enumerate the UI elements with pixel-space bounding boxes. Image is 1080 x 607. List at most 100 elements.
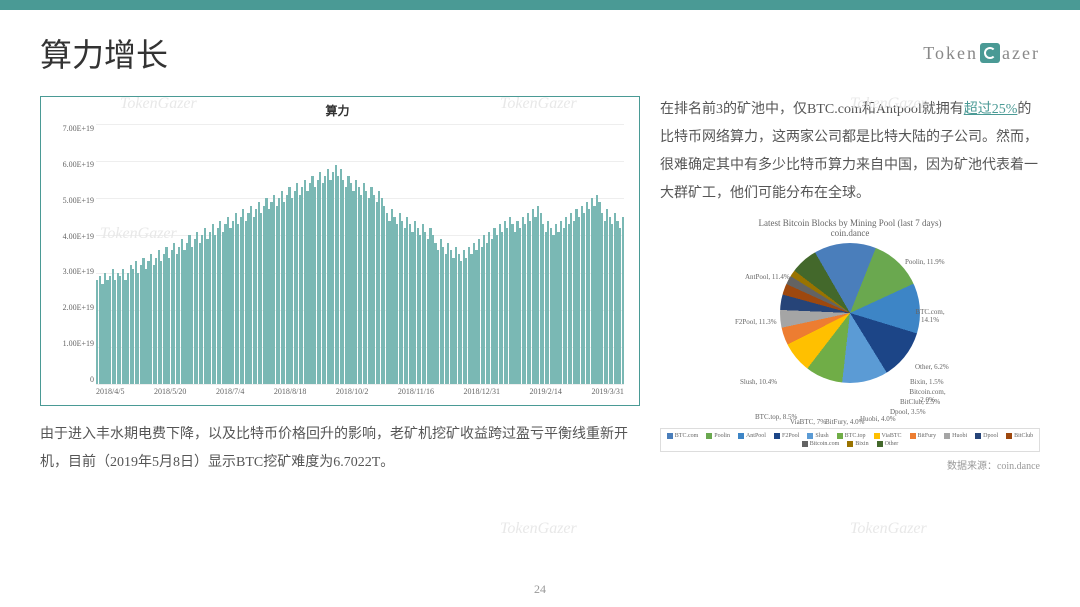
legend-swatch <box>802 441 808 447</box>
legend-label: Huobi <box>952 433 967 439</box>
legend-swatch <box>774 433 780 439</box>
legend-swatch <box>847 441 853 447</box>
legend-item: Poolin <box>706 433 730 439</box>
text-part1: 在排名前3的矿池中，仅BTC.com和Antpool就拥有 <box>660 102 964 117</box>
pie-wrapper: Poolin, 11.9%AntPool, 11.4%BTC.com, 14.1… <box>750 243 950 423</box>
pie-slice-label: Poolin, 11.9% <box>905 258 945 266</box>
logo-text-right: azer <box>1002 43 1040 64</box>
x-tick: 2018/12/31 <box>464 387 500 396</box>
highlight-text: 超过25% <box>964 102 1018 117</box>
x-tick: 2018/5/20 <box>154 387 186 396</box>
y-tick: 2.00E+19 <box>46 303 94 312</box>
pie-slice-label: ViaBTC, 7% <box>790 418 826 426</box>
bar <box>622 217 624 384</box>
legend-label: Bitcoin.com <box>810 441 840 447</box>
pie-slice-label: BitFury, 4.0% <box>825 418 864 426</box>
pie-shape <box>780 243 920 383</box>
pie-slice-label: Bixin, 1.5% <box>910 378 944 386</box>
legend-swatch <box>738 433 744 439</box>
y-tick: 5.00E+19 <box>46 196 94 205</box>
y-tick: 3.00E+19 <box>46 267 94 276</box>
logo: Token azer <box>923 43 1040 64</box>
y-tick: 4.00E+19 <box>46 232 94 241</box>
legend-label: BTC.com <box>675 433 699 439</box>
y-tick: 1.00E+19 <box>46 339 94 348</box>
x-tick: 2018/8/18 <box>274 387 306 396</box>
pie-slice-label: Other, 6.2% <box>915 363 949 371</box>
header: 算力增长 Token azer <box>0 10 1080 86</box>
legend-item: Huobi <box>944 433 967 439</box>
pie-legend: BTC.com Poolin AntPool F2Pool Slush BTC.top Vi… <box>660 428 1040 452</box>
legend-item: BTC.com <box>667 433 699 439</box>
y-tick: 0 <box>46 375 94 384</box>
right-paragraph: 在排名前3的矿池中，仅BTC.com和Antpool就拥有超过25%的比特币网络… <box>660 96 1040 208</box>
logo-text-left: Token <box>923 43 978 64</box>
legend-item: BitClub <box>1006 433 1033 439</box>
legend-swatch <box>874 433 880 439</box>
chart-plot-area: 7.00E+196.00E+195.00E+194.00E+193.00E+19… <box>96 124 624 384</box>
left-column: 算力 7.00E+19 6.00E+19 5.00E+19 4.00E+19 3.00E… <box>40 96 640 477</box>
x-tick: 2018/10/2 <box>336 387 368 396</box>
legend-label: Slush <box>815 433 828 439</box>
pie-chart-container: Latest Bitcoin Blocks by Mining Pool (la… <box>660 218 1040 452</box>
logo-icon <box>980 43 1000 63</box>
legend-label: F2Pool <box>782 433 799 439</box>
legend-swatch <box>1006 433 1012 439</box>
legend-item: ViaBTC <box>874 433 902 439</box>
pie-title: Latest Bitcoin Blocks by Mining Pool (la… <box>660 218 1040 228</box>
legend-swatch <box>837 433 843 439</box>
y-axis: 7.00E+19 6.00E+19 5.00E+19 4.00E+19 3.00E+19… <box>46 124 94 384</box>
legend-item: BitFury <box>910 433 937 439</box>
legend-label: Other <box>885 441 899 447</box>
legend-swatch <box>910 433 916 439</box>
legend-item: F2Pool <box>774 433 799 439</box>
page-title: 算力增长 <box>40 30 168 76</box>
chart-title: 算力 <box>46 102 629 119</box>
pie-slice-label: BitClub, 2.5% <box>900 398 940 406</box>
pie-slice-label: Huobi, 4.0% <box>860 415 896 423</box>
y-tick: 6.00E+19 <box>46 160 94 169</box>
pie-slice-label: AntPool, 11.4% <box>745 273 790 281</box>
x-tick: 2019/2/14 <box>529 387 561 396</box>
legend-item: AntPool <box>738 433 766 439</box>
legend-swatch <box>944 433 950 439</box>
watermark: TokenGazer <box>850 520 927 538</box>
page-number: 24 <box>534 582 546 597</box>
x-tick: 2018/11/16 <box>398 387 434 396</box>
y-tick: 7.00E+19 <box>46 124 94 133</box>
legend-label: AntPool <box>746 433 766 439</box>
legend-label: BitClub <box>1014 433 1033 439</box>
legend-swatch <box>706 433 712 439</box>
x-tick: 2019/3/31 <box>591 387 623 396</box>
legend-item: Slush <box>807 433 828 439</box>
pie-subtitle: coin.dance <box>660 228 1040 238</box>
legend-item: BTC.top <box>837 433 866 439</box>
data-source: 数据来源：coin.dance <box>660 457 1040 472</box>
x-axis: 2018/4/5 2018/5/20 2018/7/4 2018/8/18 2018/1… <box>96 387 624 396</box>
right-column: 在排名前3的矿池中，仅BTC.com和Antpool就拥有超过25%的比特币网络… <box>660 96 1040 477</box>
pie-slice-label: F2Pool, 11.3% <box>735 318 777 326</box>
grid-line <box>96 384 624 385</box>
pie-slice-label: Slush, 10.4% <box>740 378 777 386</box>
legend-label: ViaBTC <box>882 433 902 439</box>
legend-label: Poolin <box>714 433 730 439</box>
legend-swatch <box>975 433 981 439</box>
left-caption: 由于进入丰水期电费下降，以及比特币价格回升的影响，老矿机挖矿收益跨过盈亏平衡线重… <box>40 421 640 477</box>
bars-container <box>96 124 624 384</box>
legend-swatch <box>807 433 813 439</box>
legend-label: Dpool <box>983 433 998 439</box>
hashrate-chart: 算力 7.00E+19 6.00E+19 5.00E+19 4.00E+19 3.00E… <box>40 96 640 406</box>
legend-swatch <box>667 433 673 439</box>
legend-swatch <box>877 441 883 447</box>
content-area: 算力 7.00E+19 6.00E+19 5.00E+19 4.00E+19 3.00E… <box>0 86 1080 477</box>
legend-label: BitFury <box>918 433 937 439</box>
x-tick: 2018/4/5 <box>96 387 124 396</box>
legend-label: Bixin <box>855 441 868 447</box>
x-tick: 2018/7/4 <box>216 387 244 396</box>
pie-slice-label: BTC.com, 14.1% <box>910 308 950 324</box>
legend-label: BTC.top <box>845 433 866 439</box>
legend-item: Other <box>877 441 899 447</box>
watermark: TokenGazer <box>500 520 577 538</box>
legend-item: Bixin <box>847 441 868 447</box>
legend-item: Dpool <box>975 433 998 439</box>
